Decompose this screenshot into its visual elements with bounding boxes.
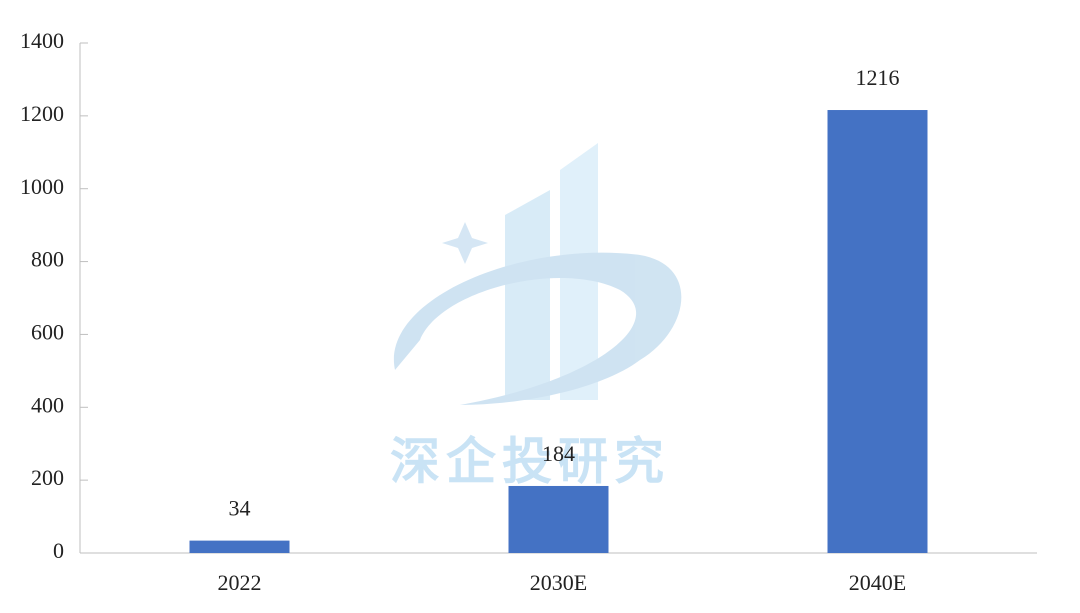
y-tick-label: 1000 <box>20 174 64 199</box>
y-tick-label: 0 <box>53 538 64 563</box>
data-label: 1216 <box>856 65 900 90</box>
y-tick-label: 200 <box>31 465 64 490</box>
watermark-logo <box>393 143 682 405</box>
y-tick-label: 600 <box>31 319 64 344</box>
y-tick-label: 1400 <box>20 28 64 53</box>
data-label: 184 <box>542 441 575 466</box>
bar <box>189 540 290 553</box>
bar <box>827 110 928 554</box>
x-tick-label: 2030E <box>530 570 587 595</box>
watermark: 深企投研究 <box>390 433 670 489</box>
y-tick-label: 800 <box>31 247 64 272</box>
y-tick-label: 1200 <box>20 101 64 126</box>
bar <box>508 485 609 553</box>
data-label: 34 <box>229 496 251 521</box>
y-tick-label: 400 <box>31 392 64 417</box>
x-tick-label: 2022 <box>218 570 262 595</box>
x-tick-label: 2040E <box>849 570 906 595</box>
